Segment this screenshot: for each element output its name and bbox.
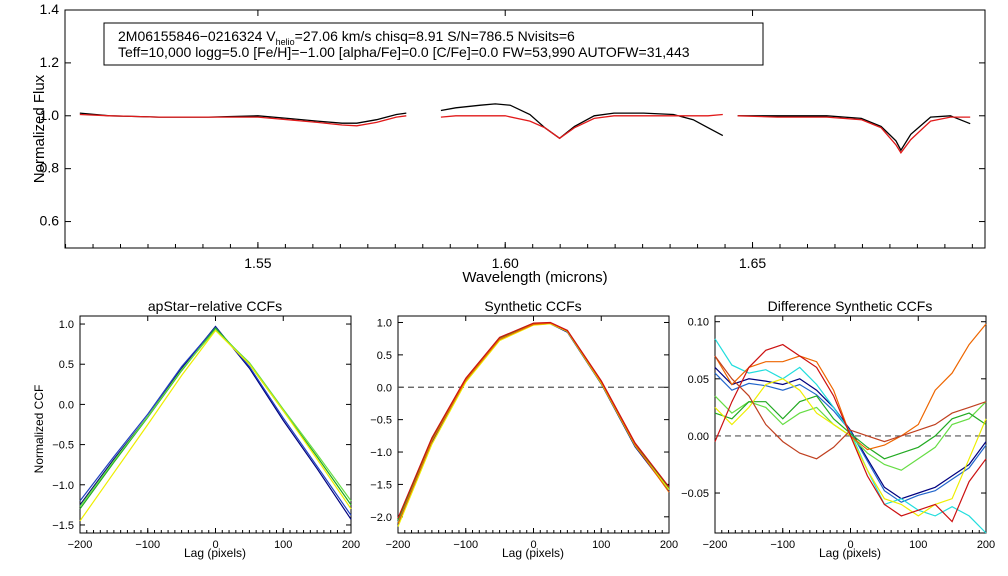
series-line-blue	[79, 326, 352, 516]
y-tick-label: −1.5	[52, 520, 74, 532]
info-line1-suffix: =27.06 km/s chisq=8.91 S/N=786.5 Nvisits…	[295, 28, 575, 44]
y-tick-label: −2.0	[370, 512, 392, 524]
y-tick-label: 0.8	[40, 160, 60, 176]
y-tick-label: 0.0	[59, 399, 74, 411]
x-tick-label: 200	[660, 539, 678, 551]
y-tick-label: 1.0	[40, 107, 60, 123]
x-tick-label: 0	[847, 539, 853, 551]
y-tick-label: −0.5	[370, 415, 392, 427]
y-tick-label: −0.05	[681, 488, 709, 500]
y-tick-label: 1.4	[40, 1, 60, 17]
x-tick-label: 100	[274, 539, 292, 551]
y-tick-label: 0.10	[688, 317, 709, 329]
spectrum-info-box	[103, 22, 764, 66]
x-tick-label: 0	[212, 539, 218, 551]
y-tick-label: 0.5	[377, 350, 392, 362]
x-tick-label: −100	[770, 539, 795, 551]
info-line1-subscript: helio	[276, 37, 295, 47]
apstar-ccf-panel: apStar−relative CCFs Lag (pixels) Normal…	[32, 298, 360, 560]
x-tick-label: 100	[909, 539, 927, 551]
spectrum-panel: 2M06155846−0216324 Vhelio=27.06 km/s chi…	[31, 1, 986, 286]
series-line-observed-chip-3	[737, 115, 971, 152]
synthetic-ccf-panel: Synthetic CCFs Lag (pixels) −200 −100 0 100…	[370, 298, 678, 560]
series-line-green	[397, 322, 670, 521]
series-line-observed-chip-1	[79, 112, 407, 124]
y-tick-label: 0.5	[59, 359, 74, 371]
series-line-green	[714, 395, 987, 460]
synthetic-ccf-title: Synthetic CCFs	[484, 298, 581, 314]
y-tick-label: 0.05	[688, 374, 709, 386]
difference-ccf-panel: Difference Synthetic CCFs Lag (pixels) −…	[681, 298, 995, 560]
series-line-navy	[397, 323, 670, 525]
y-tick-label: 1.2	[40, 54, 60, 70]
series-line-synthetic-chip-2	[440, 113, 723, 140]
x-tick-label: 1.55	[244, 255, 271, 271]
series-line-yellow	[714, 378, 987, 517]
y-tick-label: −1.0	[52, 480, 74, 492]
info-box-line2: Teff=10,000 logg=5.0 [Fe/H]=−1.00 [alpha…	[118, 44, 690, 60]
series-line-cyan	[397, 322, 670, 523]
series-line-synthetic-chip-3	[737, 115, 971, 154]
apstar_ccf-plot-frame	[79, 315, 352, 534]
apstar-ccf-y-label: Normalized CCF	[32, 385, 46, 474]
y-tick-label: 0.0	[377, 382, 392, 394]
apstar-ccf-x-label: Lag (pixels)	[184, 546, 246, 560]
x-tick-label: 1.65	[739, 255, 766, 271]
series-line-yellow	[79, 329, 352, 522]
difference-ccf-x-label: Lag (pixels)	[819, 546, 881, 560]
apstar-ccf-title: apStar−relative CCFs	[148, 298, 282, 314]
series-line-synthetic-chip-1	[79, 113, 407, 127]
y-tick-label: 1.0	[59, 319, 74, 331]
synthetic-ccf-x-label: Lag (pixels)	[502, 546, 564, 560]
x-tick-label: 200	[342, 539, 360, 551]
difference-ccf-title: Difference Synthetic CCFs	[768, 298, 933, 314]
series-line-lime	[79, 328, 352, 507]
spectrum-plot-frame	[64, 9, 986, 249]
x-tick-label: −100	[453, 539, 478, 551]
series-line-sienna	[714, 355, 987, 460]
x-tick-label: −200	[703, 539, 728, 551]
series-line-navy	[79, 325, 352, 520]
x-tick-label: 0	[530, 539, 536, 551]
series-line-cyan	[714, 338, 987, 534]
series-line-observed-chip-2	[440, 103, 724, 140]
y-tick-label: −0.5	[52, 440, 74, 452]
x-tick-label: 1.60	[492, 255, 519, 271]
y-tick-label: 0.6	[40, 213, 60, 229]
spectrum-y-label: Normalized Flux	[31, 74, 48, 183]
info-line1-prefix: 2M06155846−0216324 V	[118, 28, 276, 44]
x-tick-label: 100	[592, 539, 610, 551]
y-tick-label: −1.5	[370, 479, 392, 491]
x-tick-label: −200	[68, 539, 93, 551]
spectrum-x-label: Wavelength (microns)	[462, 269, 607, 286]
x-tick-label: 200	[977, 539, 995, 551]
series-line-red	[397, 321, 670, 519]
series-line-red	[714, 343, 987, 523]
y-tick-label: −1.0	[370, 447, 392, 459]
series-line-blue	[714, 372, 987, 503]
x-tick-label: −200	[386, 539, 411, 551]
series-line-orange	[397, 322, 670, 524]
x-tick-label: −100	[135, 539, 160, 551]
y-tick-label: 1.0	[377, 317, 392, 329]
info-box-line1: 2M06155846−0216324 Vhelio=27.06 km/s chi…	[118, 28, 575, 47]
y-tick-label: 0.00	[688, 431, 709, 443]
series-line-green	[79, 327, 352, 510]
synthetic_ccf-plot-frame	[397, 315, 670, 534]
